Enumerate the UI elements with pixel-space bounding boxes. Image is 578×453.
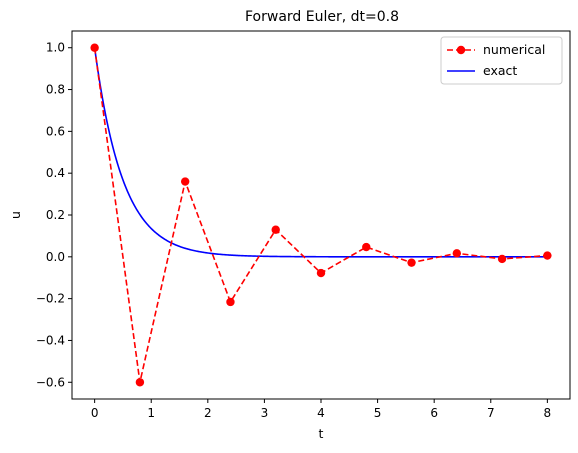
- x-tick-label: 8: [544, 406, 552, 420]
- series-layer: [90, 43, 552, 387]
- x-tick-label: 1: [147, 406, 155, 420]
- numerical-data-point: [407, 258, 416, 267]
- chart-title: Forward Euler, dt=0.8: [245, 9, 399, 25]
- x-tick-label: 6: [430, 406, 438, 420]
- axis-ticks: 0 1 2 3 4 5 6 7 8 −0.6 −0.4 −0.2 0.0 0.2 0.4 0.6 0.8 1.0: [36, 41, 551, 420]
- y-tick-label: 0.0: [46, 250, 65, 264]
- numerical-data-point: [543, 251, 552, 260]
- x-axis-label: t: [319, 426, 324, 441]
- numerical-data-point: [497, 254, 507, 264]
- y-tick-label: 0.4: [46, 166, 65, 180]
- legend-numerical-swatch-marker: [456, 45, 466, 55]
- x-tick-label: 2: [204, 406, 212, 420]
- y-tick-label: 1.0: [46, 41, 65, 55]
- x-tick-label: 7: [487, 406, 495, 420]
- x-tick-label: 4: [317, 406, 325, 420]
- legend-exact-label: exact: [483, 63, 517, 78]
- numerical-data-point: [362, 242, 371, 252]
- numerical-data-point: [452, 249, 462, 258]
- y-axis-label: u: [8, 211, 23, 219]
- legend: numerical exact: [440, 36, 563, 85]
- exact-series-line: [93, 47, 548, 258]
- y-tick-label: 0.6: [46, 124, 65, 138]
- x-tick-label: 0: [91, 406, 99, 420]
- y-tick-label: −0.2: [36, 292, 65, 306]
- y-tick-label: 0.8: [46, 83, 65, 97]
- y-tick-label: −0.4: [36, 333, 65, 347]
- numerical-data-point: [180, 177, 190, 186]
- numerical-data-point: [90, 43, 99, 52]
- x-tick-label: 3: [261, 406, 269, 420]
- numerical-data-point: [135, 378, 145, 387]
- y-tick-label: −0.6: [36, 375, 65, 389]
- numerical-data-point: [226, 297, 235, 307]
- x-tick-label: 5: [374, 406, 382, 420]
- legend-numerical-label: numerical: [483, 42, 545, 57]
- numerical-data-point: [271, 225, 280, 234]
- y-tick-label: 0.2: [46, 208, 65, 222]
- numerical-data-point: [316, 268, 326, 278]
- legend-box: [440, 36, 563, 85]
